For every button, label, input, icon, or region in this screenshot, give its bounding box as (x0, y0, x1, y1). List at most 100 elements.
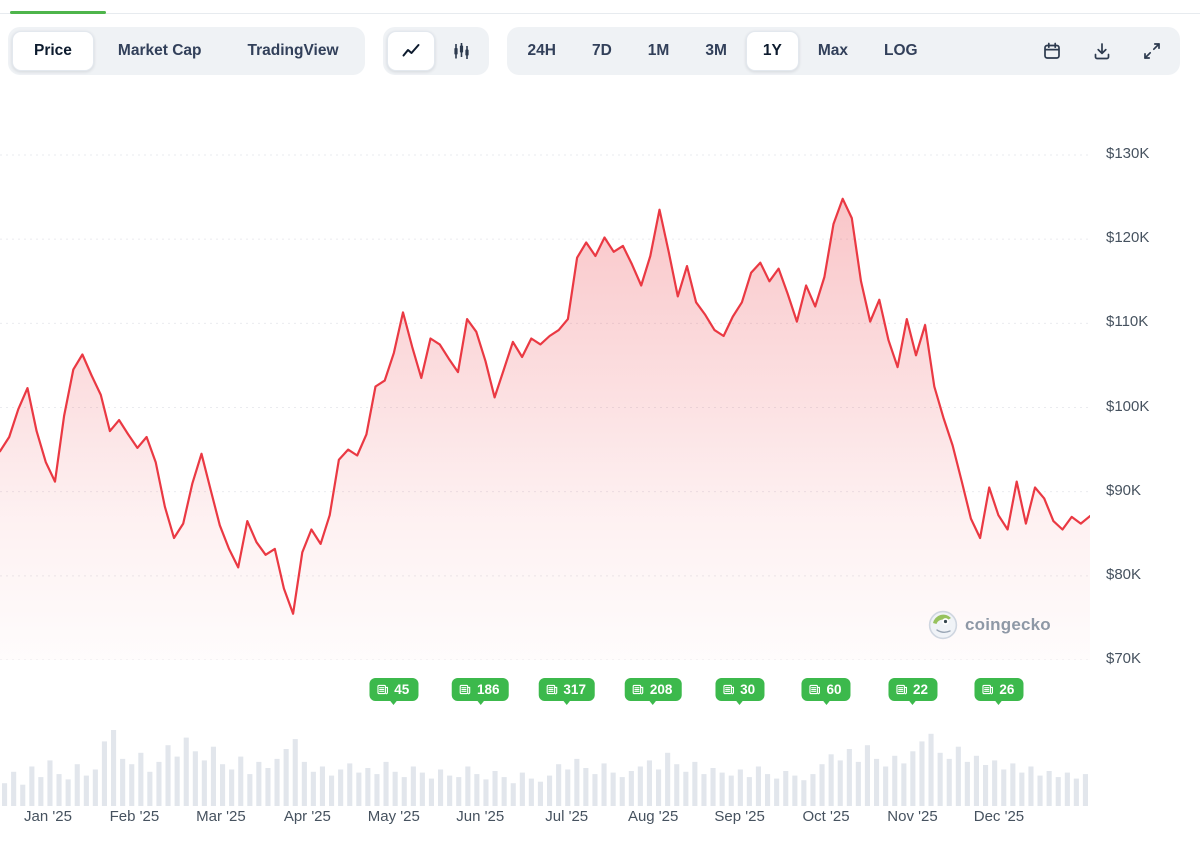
volume-bar (456, 777, 462, 806)
volume-bar (583, 768, 589, 806)
volume-bar (401, 777, 407, 806)
news-count: 60 (826, 682, 842, 697)
volume-bar (973, 755, 979, 806)
volume-bar (383, 761, 389, 806)
candlestick-chart-icon (453, 43, 469, 59)
volume-bar (556, 764, 562, 806)
x-axis-label: Mar '25 (196, 808, 246, 825)
volume-bar (646, 760, 652, 806)
volume-bar (1001, 769, 1007, 806)
y-axis-label: $110K (1106, 313, 1149, 331)
x-axis-label: Apr '25 (283, 808, 331, 825)
volume-bar (574, 758, 580, 806)
range-24h[interactable]: 24H (511, 31, 573, 71)
x-axis-label: Jun '25 (456, 808, 505, 825)
y-axis-label: $100K (1106, 397, 1150, 415)
news-annotation-badge[interactable]: 30 (715, 678, 765, 701)
volume-bar (474, 774, 480, 806)
volume-bar (737, 769, 743, 806)
news-count: 22 (912, 682, 929, 697)
range-3m[interactable]: 3M (688, 31, 744, 71)
volume-bar (774, 778, 780, 806)
tab-market-cap[interactable]: Market Cap (96, 31, 224, 71)
calendar-button[interactable] (1028, 31, 1076, 71)
volume-bar (129, 764, 135, 806)
news-count: 186 (476, 682, 500, 697)
volume-bar (83, 775, 89, 806)
price-chart-area[interactable]: $130K $120K $110K $100K $90K $80K $70K coingec… (0, 100, 1200, 843)
volume-bar (719, 772, 725, 806)
x-axis-label: Jul '25 (545, 808, 589, 825)
news-icon (723, 684, 734, 695)
price-area-fill (0, 198, 1090, 660)
volume-bar (1010, 763, 1016, 806)
volume-bar (656, 769, 662, 806)
volume-bar (310, 771, 316, 806)
y-axis: $130K $120K $110K $100K $90K $80K $70K (1106, 100, 1196, 720)
volume-bar (792, 775, 798, 806)
volume-bar (746, 777, 752, 806)
volume-bars (2, 730, 1088, 806)
volume-bar (755, 766, 761, 806)
volume-bar (910, 751, 916, 806)
tab-tradingview[interactable]: TradingView (225, 31, 360, 71)
volume-bar (1046, 771, 1052, 806)
news-annotation-badge[interactable]: 22 (887, 678, 938, 701)
news-annotation-badge[interactable]: 186 (451, 678, 509, 701)
news-icon (895, 684, 907, 695)
volume-bar (964, 761, 970, 806)
volume-bar (837, 760, 843, 806)
volume-bar (492, 771, 498, 806)
volume-bar (983, 765, 989, 806)
range-7d[interactable]: 7D (575, 31, 629, 71)
download-icon (1094, 43, 1110, 60)
volume-bar (74, 764, 80, 806)
volume-bar (928, 733, 934, 806)
volume-bar (628, 771, 634, 806)
range-1y[interactable]: 1Y (745, 31, 799, 71)
volume-bar (946, 758, 952, 806)
x-axis-label: Nov '25 (887, 808, 938, 825)
volume-bar (210, 746, 216, 806)
volume-bar (38, 777, 44, 806)
volume-bar (374, 774, 380, 806)
volume-bar (683, 771, 689, 806)
volume-bar (1073, 778, 1079, 806)
download-button[interactable] (1078, 31, 1126, 71)
volume-bar (447, 775, 453, 806)
volume-bar (329, 775, 335, 806)
price-plot[interactable] (0, 100, 1090, 660)
range-max[interactable]: Max (801, 31, 865, 71)
volume-bar (537, 781, 543, 806)
tab-price[interactable]: Price (12, 31, 94, 71)
news-annotation-badge[interactable]: 317 (538, 678, 595, 701)
volume-bar (165, 745, 171, 806)
volume-bar (1064, 772, 1070, 806)
news-count: 26 (999, 682, 1015, 697)
candlestick-chart-type-button[interactable] (437, 31, 485, 71)
news-annotation-badge[interactable]: 60 (801, 678, 851, 701)
news-icon (546, 684, 557, 695)
volume-bar (592, 774, 598, 806)
line-chart-type-button[interactable] (386, 31, 435, 71)
coingecko-watermark: coingecko (928, 610, 1051, 640)
news-annotation-badge[interactable]: 26 (974, 678, 1024, 701)
x-axis-label: Sep '25 (714, 808, 765, 825)
x-axis-label: Oct '25 (802, 808, 850, 825)
volume-bar (47, 760, 53, 806)
expand-button[interactable] (1128, 31, 1176, 71)
news-annotation-badge[interactable]: 208 (624, 678, 682, 701)
volume-bar (392, 771, 398, 806)
volume-bar (601, 763, 607, 806)
volume-bar (174, 756, 180, 806)
volume-bar (20, 784, 26, 806)
volume-bar (783, 771, 789, 806)
volume-bar (283, 749, 289, 806)
range-log[interactable]: LOG (867, 31, 935, 71)
volume-bar (701, 774, 707, 806)
news-annotation-badge[interactable]: 45 (369, 678, 419, 701)
volume-bar (510, 783, 516, 806)
news-icon (459, 684, 471, 695)
volume-bar (547, 775, 553, 806)
range-1m[interactable]: 1M (631, 31, 687, 71)
